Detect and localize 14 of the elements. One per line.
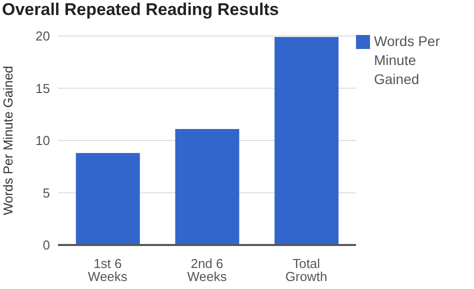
x-tick-label: 1st 6 Weeks	[88, 256, 128, 284]
bar	[274, 37, 339, 245]
bar	[76, 153, 140, 245]
x-tick-label: 2nd 6 Weeks	[187, 256, 228, 284]
y-axis-title: Words Per Minute Gained	[0, 66, 16, 216]
legend-label: Words Per Minute Gained	[374, 32, 441, 89]
bar	[175, 129, 240, 245]
y-tick-label: 20	[36, 28, 50, 44]
y-tick-label: 5	[42, 185, 50, 200]
x-tick-label: Total Growth	[285, 256, 328, 284]
y-tick-label: 0	[42, 238, 50, 253]
chart-title: Overall Repeated Reading Results	[2, 0, 279, 20]
y-tick-label: 15	[36, 80, 50, 96]
y-tick-label: 10	[36, 133, 50, 148]
